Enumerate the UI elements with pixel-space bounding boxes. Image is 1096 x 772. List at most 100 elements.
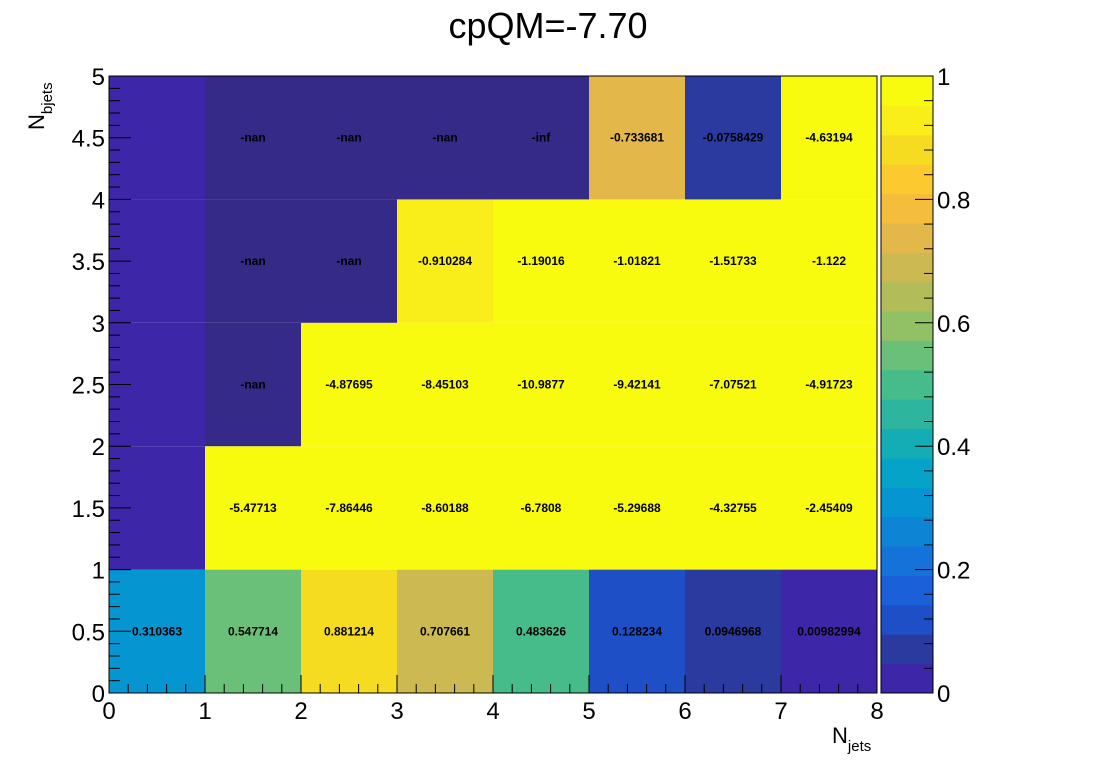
cell-value-label: -4.91723 bbox=[805, 378, 853, 392]
heatmap-cell bbox=[781, 199, 877, 323]
cell-value-label: 0.0946968 bbox=[705, 624, 762, 638]
y-tick-label: 0 bbox=[92, 681, 105, 708]
cell-value-label: 0.00982994 bbox=[797, 624, 861, 638]
heatmap-cell bbox=[493, 322, 589, 447]
cell-value-label: -nan bbox=[336, 131, 361, 145]
colorbar-tick-label: 0 bbox=[937, 681, 950, 708]
y-axis: 0 0.5 1 1.5 2 2.5 3 3.5 4 4.5 5 bbox=[72, 64, 131, 708]
y-tick-label: 1 bbox=[92, 558, 105, 585]
heatmap-cell bbox=[397, 569, 493, 693]
cell-value-label: -nan bbox=[240, 378, 265, 392]
heatmap-cell bbox=[685, 76, 781, 200]
heatmap-cell bbox=[493, 569, 589, 693]
heatmap-cell bbox=[205, 446, 301, 570]
colorbar-segment bbox=[881, 399, 933, 430]
heatmap-cells bbox=[109, 76, 877, 693]
cell-value-label: -0.910284 bbox=[418, 254, 472, 268]
heatmap-cell bbox=[205, 76, 301, 200]
heatmap-cell bbox=[685, 322, 781, 447]
colorbar-segment bbox=[881, 164, 933, 195]
cell-value-label: -8.60188 bbox=[421, 501, 469, 515]
cell-value-label: -2.45409 bbox=[805, 501, 853, 515]
cell-value-label: -inf bbox=[532, 131, 552, 145]
cell-value-label: -7.07521 bbox=[709, 378, 757, 392]
x-axis: 0 1 2 3 4 5 6 7 8 bbox=[102, 675, 884, 725]
heatmap-cell bbox=[205, 569, 301, 693]
colorbar-segment bbox=[881, 634, 933, 665]
colorbar-segment bbox=[881, 193, 933, 224]
heatmap-cell bbox=[589, 569, 685, 693]
y-tick-label: 4 bbox=[92, 187, 105, 214]
heatmap-cell bbox=[685, 446, 781, 570]
y-tick-label: 1.5 bbox=[72, 496, 105, 523]
heatmap-cell bbox=[301, 569, 397, 693]
x-tick-label: 6 bbox=[678, 698, 691, 725]
x-tick-label: 8 bbox=[870, 698, 883, 725]
heatmap-cell bbox=[205, 322, 301, 447]
cell-value-label: -0.0758429 bbox=[703, 131, 764, 145]
cell-value-label: -8.45103 bbox=[421, 378, 469, 392]
cell-value-label: -5.47713 bbox=[229, 501, 277, 515]
colorbar-tick-label: 0.8 bbox=[937, 187, 970, 214]
y-tick-label: 0.5 bbox=[72, 619, 105, 646]
cell-value-label: -nan bbox=[432, 131, 457, 145]
x-tick-label: 4 bbox=[486, 698, 499, 725]
heatmap-cell bbox=[397, 199, 493, 323]
heatmap-cell bbox=[493, 446, 589, 570]
colorbar-segment bbox=[881, 340, 933, 371]
colorbar-segment bbox=[881, 311, 933, 341]
cell-value-label: -4.87695 bbox=[325, 378, 373, 392]
heatmap-cell bbox=[301, 446, 397, 570]
heatmap-cell bbox=[781, 446, 877, 570]
colorbar-segment bbox=[881, 604, 933, 635]
cell-value-label: 0.310363 bbox=[132, 624, 182, 638]
x-tick-label: 2 bbox=[294, 698, 307, 725]
colorbar-tick-label: 1 bbox=[937, 64, 950, 91]
cell-value-label: -1.19016 bbox=[517, 254, 565, 268]
heatmap-cell bbox=[589, 446, 685, 570]
heatmap-cell bbox=[397, 76, 493, 200]
cell-value-label: -nan bbox=[336, 254, 361, 268]
colorbar-segment bbox=[881, 428, 933, 459]
x-axis-label: Njets bbox=[832, 723, 871, 755]
heatmap-cell bbox=[589, 322, 685, 447]
colorbar-segment bbox=[881, 105, 933, 136]
colorbar-segment bbox=[881, 516, 933, 547]
colorbar-tick-label: 0.6 bbox=[937, 311, 970, 338]
colorbar-segment bbox=[881, 575, 933, 606]
heatmap-cell bbox=[301, 76, 397, 200]
cell-value-label: -4.32755 bbox=[709, 501, 757, 515]
cell-value-label: 0.881214 bbox=[324, 624, 374, 638]
heatmap-cell bbox=[589, 199, 685, 323]
cell-labels: 0.310363 0.547714 0.881214 0.707661 0.483626… bbox=[132, 131, 861, 639]
heatmap-cell bbox=[781, 76, 877, 200]
x-tick-label: 1 bbox=[198, 698, 211, 725]
heatmap-cell bbox=[781, 569, 877, 693]
x-tick-label: 7 bbox=[774, 698, 787, 725]
y-tick-label: 3 bbox=[92, 311, 105, 338]
colorbar-segment bbox=[881, 369, 933, 400]
cell-value-label: -6.7808 bbox=[521, 501, 562, 515]
cell-value-label: 0.483626 bbox=[516, 624, 566, 638]
heatmap-cell bbox=[589, 76, 685, 200]
x-tick-label: 0 bbox=[102, 698, 115, 725]
y-tick-label: 5 bbox=[92, 64, 105, 91]
cell-value-label: -1.51733 bbox=[709, 254, 757, 268]
heatmap-cell bbox=[397, 322, 493, 447]
colorbar-segment bbox=[881, 546, 933, 576]
y-tick-label: 4.5 bbox=[72, 126, 105, 153]
cell-value-label: -9.42141 bbox=[613, 378, 661, 392]
cell-value-label: -4.63194 bbox=[805, 131, 853, 145]
heatmap-cell bbox=[493, 76, 589, 200]
y-tick-label: 2 bbox=[92, 434, 105, 461]
cell-value-label: -5.29688 bbox=[613, 501, 661, 515]
colorbar-segment bbox=[881, 457, 933, 488]
y-axis-label: Nbjets bbox=[24, 82, 56, 130]
heatmap-cell bbox=[493, 199, 589, 323]
colorbar-segment bbox=[881, 76, 933, 106]
colorbar-segment bbox=[881, 222, 933, 253]
cell-value-label: -nan bbox=[240, 131, 265, 145]
cell-value-label: -1.122 bbox=[812, 254, 846, 268]
heatmap-cell bbox=[685, 569, 781, 693]
